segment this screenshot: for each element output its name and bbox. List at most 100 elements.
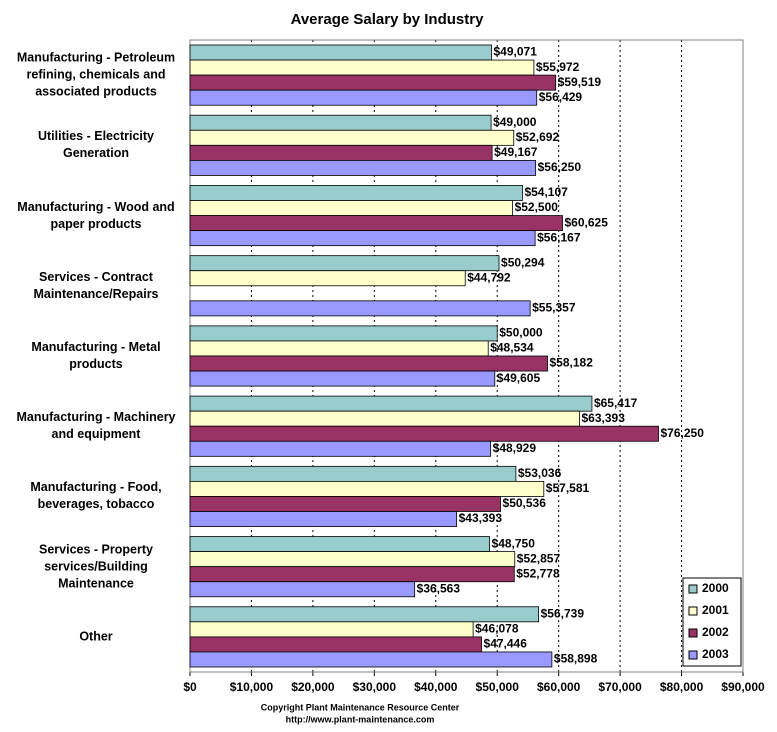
legend-swatch [688,584,698,594]
x-tick-label: $80,000 [660,680,704,694]
bar [189,325,498,342]
value-label: $50,536 [503,496,547,510]
x-tick-label: $70,000 [598,680,642,694]
bar [189,370,496,387]
value-label: $49,000 [493,115,537,129]
bar [189,410,580,427]
value-label: $55,357 [532,301,576,315]
bar [189,651,553,668]
category-label: Manufacturing - Food, beverages, tobacco [30,480,162,512]
value-label: $56,739 [541,606,585,620]
value-label: $36,563 [417,581,461,595]
value-label: $48,750 [492,536,536,550]
bar [189,581,416,598]
bar [189,215,563,232]
value-label: $52,857 [517,551,561,565]
bar [189,340,489,357]
chart-title: Average Salary by Industry [291,11,485,28]
x-tick-label: $0 [183,680,197,694]
value-label: $48,929 [493,441,537,455]
x-tick-label: $20,000 [291,680,335,694]
value-label: $48,534 [490,341,534,355]
bar [189,89,538,106]
bar [189,536,490,553]
legend-label: 2000 [702,581,729,595]
value-label: $76,250 [661,426,705,440]
bar [189,159,537,176]
value-label: $59,519 [558,75,602,89]
legend-label: 2001 [702,603,729,617]
value-label: $56,167 [537,230,581,244]
value-label: $60,625 [565,215,609,229]
legend-swatch [688,628,698,638]
value-label: $58,182 [549,356,593,370]
x-tick-label: $40,000 [414,680,458,694]
bar [189,300,531,317]
x-tick-label: $50,000 [476,680,520,694]
bar [189,44,492,61]
value-label: $52,692 [516,130,560,144]
bar [189,129,515,146]
bar [189,114,492,131]
value-label: $44,792 [467,270,511,284]
value-label: $47,446 [484,637,528,651]
bar [189,200,513,216]
value-label: $56,429 [539,90,583,104]
value-label: $49,167 [494,145,538,159]
x-tick-label: $10,000 [230,680,274,694]
value-label: $63,393 [582,411,626,425]
bar [189,270,466,287]
footer-url: http://www.plant-maintenance.com [286,714,435,724]
category-label: Utilities - Electricity Generation [37,129,154,161]
category-label: Services - Property services/Building Ma… [39,542,153,591]
bar [189,395,593,412]
bar [189,440,492,457]
value-label: $56,250 [538,160,582,174]
bar [189,511,458,527]
value-label: $54,107 [524,185,568,199]
bar [189,355,548,372]
x-tick-label: $60,000 [537,680,581,694]
category-label: Manufacturing - Wood and paper products [17,199,175,231]
x-tick-label: $90,000 [721,680,765,694]
value-label: $50,000 [499,326,543,340]
bar [189,74,557,91]
category-label: Manufacturing - Metal products [31,340,161,371]
legend-swatch [688,650,698,660]
value-label: $65,417 [594,396,638,410]
x-tick-label: $30,000 [353,680,397,694]
value-label: $58,898 [554,652,598,666]
bar [189,496,501,512]
category-label: Manufacturing - Petroleum refining, chem… [16,50,176,99]
value-label: $53,036 [518,466,562,480]
bar [189,621,474,638]
category-label: Services - Contract Maintenance/Repairs [33,269,159,301]
value-label: $43,393 [459,511,503,525]
value-label: $52,778 [516,566,560,580]
legend-label: 2002 [702,625,729,639]
footer-copyright: Copyright Plant Maintenance Resource Cen… [261,702,460,712]
bar [189,59,535,76]
value-label: $49,605 [497,371,541,385]
bar [189,255,500,272]
bar [189,465,517,482]
value-label: $52,500 [515,200,559,214]
bar [189,230,536,247]
bar [189,480,545,497]
bar [189,606,540,623]
value-label: $50,294 [501,255,545,269]
value-label: $46,078 [475,622,519,636]
bar [189,425,659,442]
bar [189,185,523,201]
bar [189,566,515,583]
value-label: $57,581 [546,481,590,495]
bar [189,144,493,161]
legend-label: 2003 [702,647,729,661]
bar [189,636,482,653]
value-label: $55,972 [536,60,580,74]
category-label: Manufacturing - Machinery and equipment [16,410,176,442]
category-label: Other [79,629,113,644]
value-label: $49,071 [494,45,538,59]
